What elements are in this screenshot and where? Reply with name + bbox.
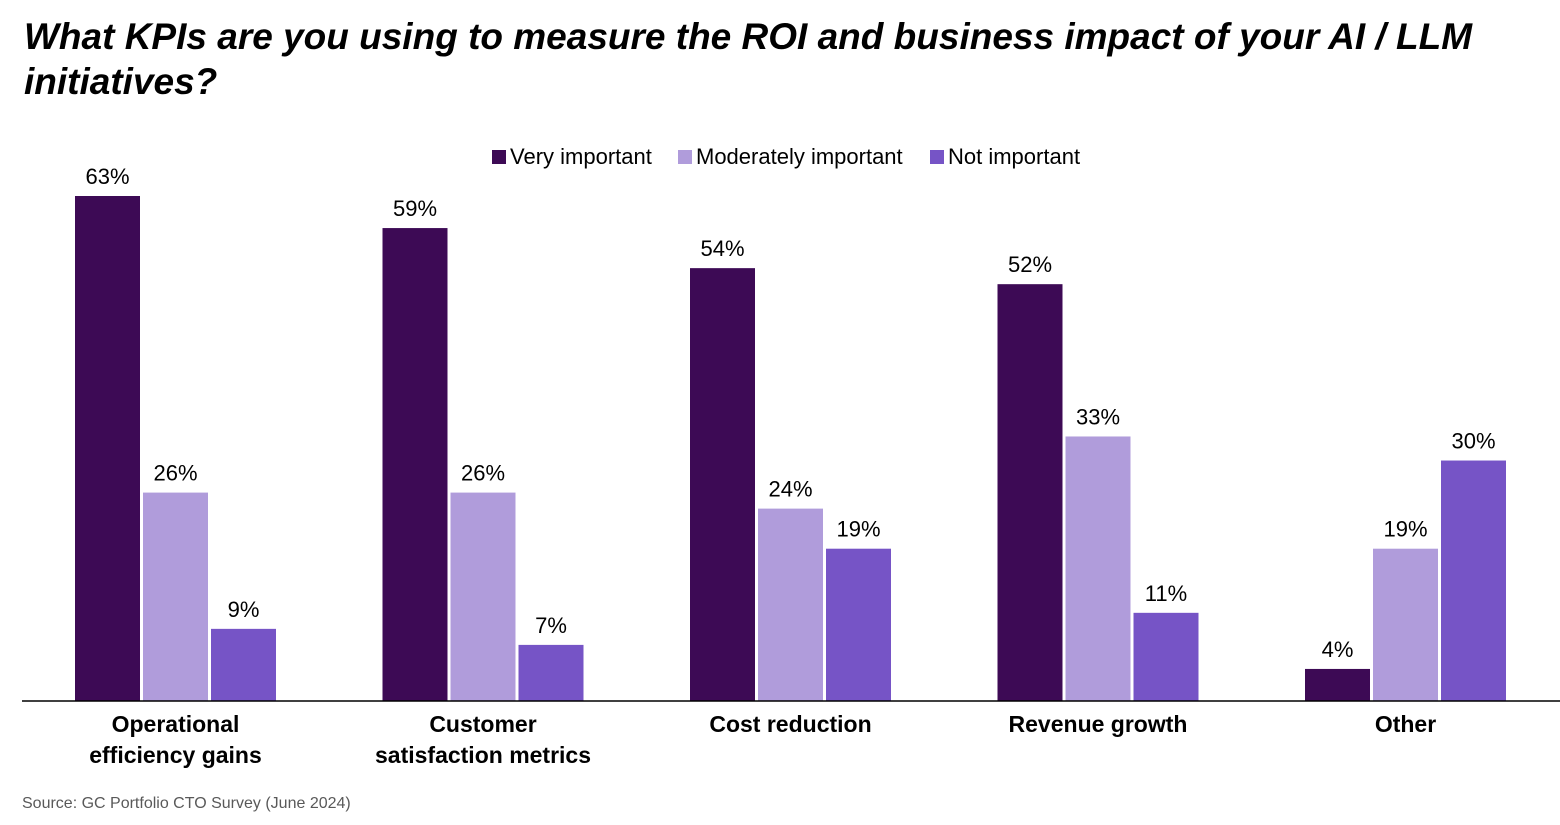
bar-moderately-important-1 [450,492,516,701]
bar-very-important-4 [1305,668,1370,701]
bar-moderately-important-0 [143,492,208,701]
legend-swatch [930,150,944,164]
bar-not-important-1 [518,644,584,701]
category-label: Cost reduction [709,711,871,737]
value-label: 59% [393,196,437,221]
value-label: 52% [1008,252,1052,277]
legend-swatch [678,150,692,164]
category-label: Operational efficiency gains [89,711,262,768]
value-label: 19% [1383,517,1427,542]
legend-swatch [492,150,506,164]
value-label: 11% [1145,581,1187,606]
category-label: Revenue growth [1009,711,1188,737]
legend-label: Very important [510,144,652,169]
bar-moderately-important-3 [1065,436,1131,701]
value-label: 33% [1076,404,1120,429]
value-label: 7% [535,613,567,638]
value-label: 26% [153,461,197,486]
bar-very-important-0 [75,196,140,701]
category-label: Customer satisfaction metrics [375,711,591,768]
legend-label: Moderately important [696,144,903,169]
bar-very-important-1 [382,228,448,702]
chart-legend: Very important Moderately important Not im… [492,144,1080,169]
bar-marks [75,196,1506,702]
value-label: 26% [461,461,505,486]
category-label: Other [1375,711,1436,737]
bar-very-important-3 [997,284,1063,701]
source-note: Source: GC Portfolio CTO Survey (June 20… [22,795,351,812]
value-label: 30% [1451,429,1495,454]
bar-not-important-4 [1441,460,1506,701]
bar-moderately-important-4 [1373,548,1438,701]
bar-moderately-important-2 [758,508,823,701]
bar-not-important-0 [211,628,276,701]
value-labels: 63% 26% 9% 59% 26% 7% 54% 24% 19% 52% 33% 11% 4% 19% 3… [85,164,1495,662]
value-label: 24% [768,477,812,502]
bar-not-important-3 [1133,612,1199,701]
value-label: 9% [228,597,260,622]
legend-label: Not important [948,144,1080,169]
value-label: 54% [700,236,744,261]
bar-very-important-2 [690,268,755,701]
chart-title: What KPIs are you using to measure the R… [24,16,1473,102]
value-label: 19% [836,517,880,542]
value-label: 4% [1322,637,1354,662]
category-labels: Operational efficiency gains Customer satis… [89,711,1436,768]
bar-not-important-2 [826,548,891,701]
value-label: 63% [85,164,129,189]
